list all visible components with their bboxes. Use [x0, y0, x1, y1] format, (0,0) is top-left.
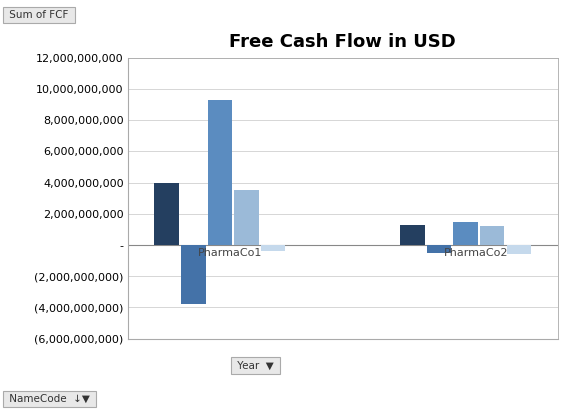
Bar: [507, 245, 531, 254]
Bar: [261, 245, 285, 251]
Bar: [234, 190, 259, 245]
Text: PharmaCo1: PharmaCo1: [198, 248, 263, 258]
Bar: [427, 245, 451, 253]
Bar: [181, 245, 206, 304]
Bar: [155, 183, 179, 245]
Bar: [207, 100, 232, 245]
Bar: [400, 225, 425, 245]
Text: PharmaCo2: PharmaCo2: [444, 248, 508, 258]
Bar: [480, 226, 504, 245]
Text: Sum of FCF: Sum of FCF: [6, 10, 71, 20]
Title: Free Cash Flow in USD: Free Cash Flow in USD: [229, 33, 456, 51]
Text: Year  ▼: Year ▼: [234, 361, 277, 370]
Text: NameCode  ↓▼: NameCode ↓▼: [6, 394, 93, 404]
Bar: [453, 222, 478, 245]
